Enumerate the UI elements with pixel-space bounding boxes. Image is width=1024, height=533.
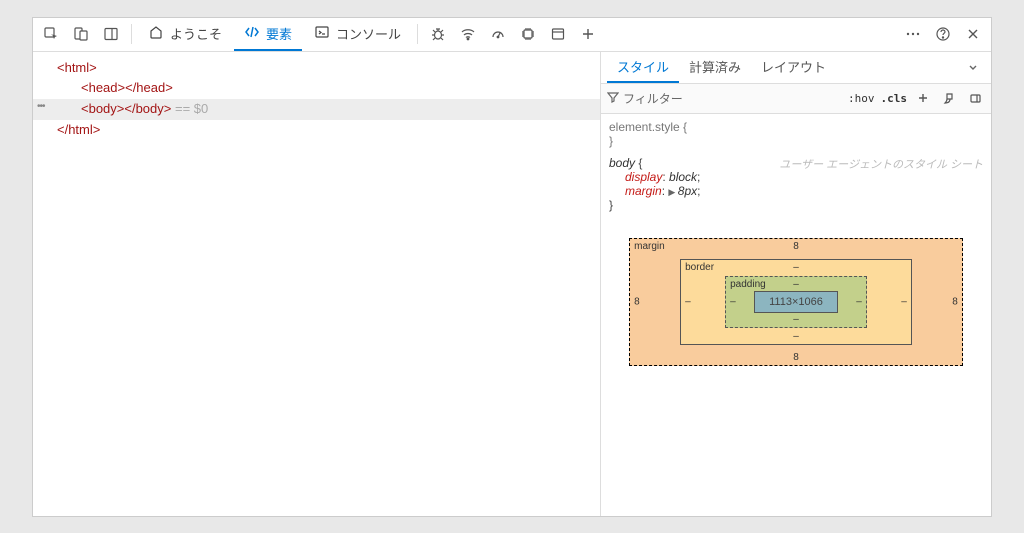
tab-styles[interactable]: スタイル: [607, 52, 679, 84]
border-top: –: [793, 262, 799, 273]
device-icon[interactable]: [67, 20, 95, 48]
selector: body: [609, 156, 635, 170]
dom-node[interactable]: <html>: [33, 58, 600, 79]
help-icon[interactable]: [929, 20, 957, 48]
selector: element.style: [609, 120, 680, 134]
box-model: margin 8 8 8 8 border – – – – padding –: [609, 220, 983, 384]
tab-label: コンソール: [336, 24, 401, 43]
css-rule[interactable]: element.style { }: [609, 120, 983, 148]
css-val: block: [669, 170, 697, 184]
border-bottom: –: [793, 331, 799, 342]
tab-welcome[interactable]: ようこそ: [138, 17, 232, 51]
network-icon[interactable]: [454, 20, 482, 48]
tab-label: ようこそ: [170, 24, 222, 43]
chevron-down-icon[interactable]: [961, 55, 985, 79]
code-icon: [244, 24, 260, 43]
console-icon: [314, 24, 330, 43]
padding-top: –: [793, 279, 799, 290]
dom-node[interactable]: </html>: [33, 120, 600, 141]
styles-panel: スタイル 計算済み レイアウト フィルター :hov .cls element.…: [601, 52, 991, 516]
padding-bottom: –: [793, 314, 799, 325]
tab-layout[interactable]: レイアウト: [751, 52, 836, 84]
margin-top: 8: [793, 241, 799, 252]
plus-icon[interactable]: [913, 88, 933, 108]
close-icon[interactable]: [959, 20, 987, 48]
padding-right: –: [856, 296, 862, 307]
border-left: –: [685, 296, 691, 307]
devtools-window: ようこそ 要素 コンソール <html> <head></head> <body…: [32, 17, 992, 517]
border-right: –: [901, 296, 907, 307]
border-label: border: [685, 262, 714, 273]
tab-elements[interactable]: 要素: [234, 17, 302, 51]
margin-right: 8: [952, 296, 958, 307]
brush-icon[interactable]: [939, 88, 959, 108]
side-tabs: スタイル 計算済み レイアウト: [601, 52, 991, 84]
margin-label: margin: [634, 241, 665, 252]
performance-icon[interactable]: [484, 20, 512, 48]
margin-left: 8: [634, 296, 640, 307]
box-model-border[interactable]: border – – – – padding – – – – 1113×1066: [680, 259, 912, 345]
filter-icon: [607, 91, 619, 106]
more-icon[interactable]: [899, 20, 927, 48]
css-prop: display: [625, 170, 662, 184]
tab-console[interactable]: コンソール: [304, 17, 411, 51]
css-val: 8px: [678, 184, 697, 198]
css-rule[interactable]: body {ユーザー エージェントのスタイル シート display: bloc…: [609, 156, 983, 212]
padding-left: –: [730, 296, 736, 307]
application-icon[interactable]: [544, 20, 572, 48]
dom-node[interactable]: <head></head>: [33, 78, 600, 99]
inspect-icon[interactable]: [37, 20, 65, 48]
filter-input[interactable]: フィルター: [607, 90, 842, 107]
box-model-margin[interactable]: margin 8 8 8 8 border – – – – padding –: [629, 238, 963, 366]
box-model-padding[interactable]: padding – – – – 1113×1066: [725, 276, 867, 328]
plus-icon[interactable]: [574, 20, 602, 48]
tab-computed[interactable]: 計算済み: [679, 52, 751, 84]
memory-icon[interactable]: [514, 20, 542, 48]
main-toolbar: ようこそ 要素 コンソール: [33, 18, 991, 52]
layers-icon[interactable]: [965, 88, 985, 108]
panel-icon[interactable]: [97, 20, 125, 48]
dom-node-selected[interactable]: <body></body> == $0: [33, 99, 600, 120]
cls-toggle[interactable]: .cls: [881, 92, 908, 105]
styles-list: element.style { } body {ユーザー エージェントのスタイル…: [601, 114, 991, 516]
box-model-content[interactable]: 1113×1066: [754, 291, 838, 313]
filter-placeholder: フィルター: [623, 90, 683, 107]
tab-label: 要素: [266, 24, 292, 43]
dom-tree[interactable]: <html> <head></head> <body></body> == $0…: [33, 52, 601, 516]
css-prop: margin: [625, 184, 662, 198]
padding-label: padding: [730, 279, 766, 290]
margin-bottom: 8: [793, 352, 799, 363]
bug-icon[interactable]: [424, 20, 452, 48]
home-icon: [148, 24, 164, 43]
filter-bar: フィルター :hov .cls: [601, 84, 991, 114]
hov-toggle[interactable]: :hov: [848, 92, 875, 105]
ua-stylesheet-label: ユーザー エージェントのスタイル シート: [779, 156, 983, 172]
